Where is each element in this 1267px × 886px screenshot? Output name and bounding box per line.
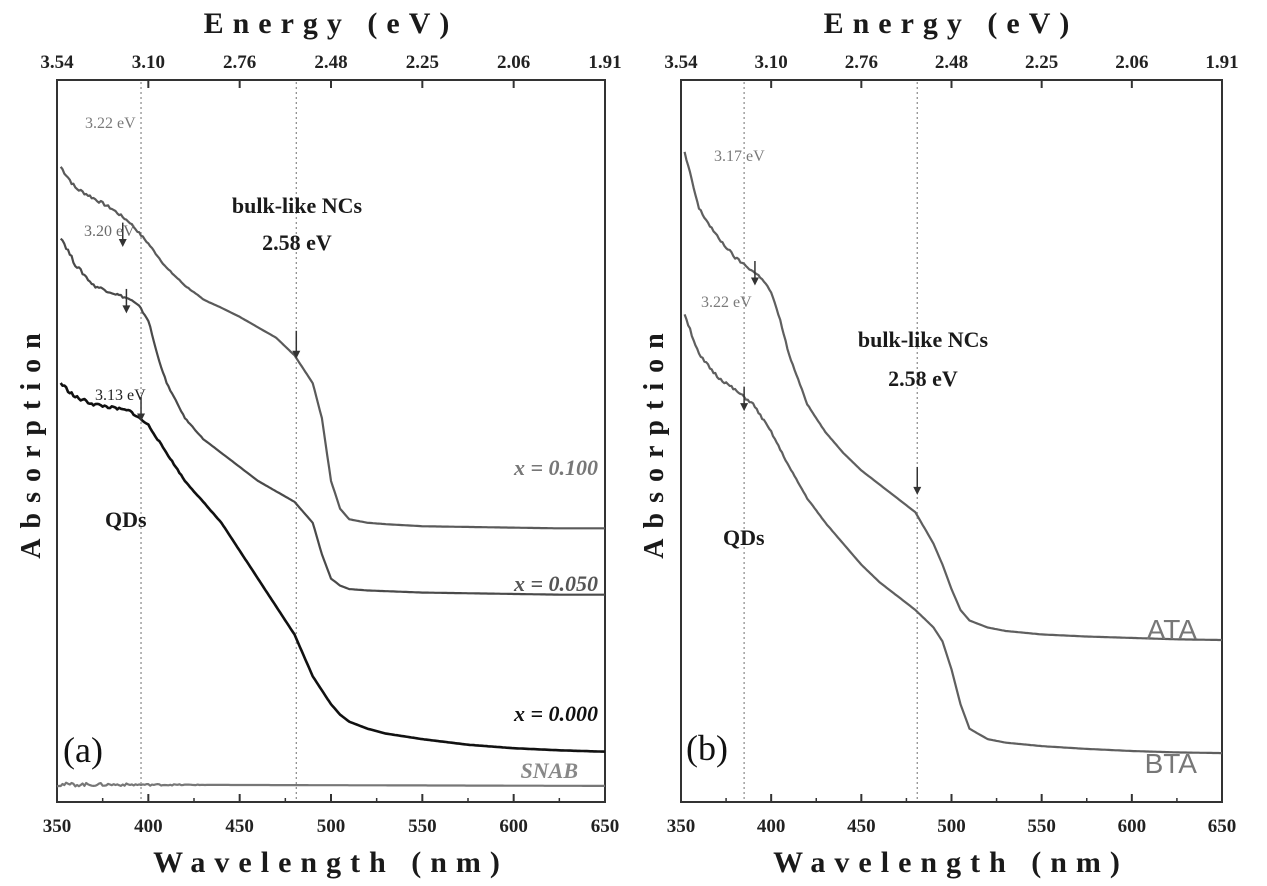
x-tick-label: 350 [667,816,696,837]
x2-tick-label: 2.76 [845,52,878,73]
panel-a-ann-bulk: bulk-like NCs [232,193,363,218]
panel-a-ann-320: 3.20 eV [84,223,135,240]
series-label-bta: BTA [1145,748,1198,779]
series-line-ata [683,151,1222,642]
x-tick-label: 550 [1027,816,1056,837]
panel-a-tag: (a) [63,730,103,770]
x2-tick-label: 2.06 [497,52,530,73]
x-tick-label: 600 [499,816,528,837]
panel-b-ann-qds: QDs [723,525,765,550]
panel-b: 350 400 450 500 550 600 650 3.54 3.10 2.76 2.48 2.2… [639,7,1239,879]
x-tick-label: 450 [225,816,254,837]
panel-b-ann-322: 3.22 eV [701,294,752,311]
panel-b-ann-bulk-ev: 2.58 eV [888,366,958,391]
panel-a-ann-313: 3.13 eV [95,387,146,404]
series-line-snab [56,781,605,788]
panel-b-y-axis-title: Absorption [639,323,670,558]
panel-b-bottom-axis-title: Wavelength (nm) [773,846,1129,879]
panel-b-top-axis-title: Energy (eV) [824,7,1079,40]
panel-a: 350 400 450 500 550 600 650 3.54 3.10 2.76 2.48 2.2… [16,7,622,879]
x2-tick-label: 3.10 [755,52,788,73]
x-tick-label: 650 [1208,816,1237,837]
panel-a-top-axis-title: Energy (eV) [204,7,459,40]
marker-arrowhead [740,403,749,412]
marker-arrowhead [292,350,301,359]
x2-tick-label: 2.06 [1115,52,1148,73]
x2-tick-label: 2.25 [406,52,439,73]
series-line-bta [683,314,1222,755]
series-label-x0000: x = 0.000 [513,701,598,726]
series-line-x-0-050 [59,237,605,596]
panel-a-ann-bulk-ev: 2.58 eV [262,230,332,255]
panel-a-bottom-axis-title: Wavelength (nm) [153,846,509,879]
x-tick-label: 600 [1118,816,1147,837]
panel-a-ann-322: 3.22 eV [85,115,136,132]
x-tick-label: 450 [847,816,876,837]
series-line-x-0-100 [59,166,605,530]
series-line-x-0-000 [59,382,606,753]
marker-arrowhead [118,239,127,248]
marker-arrowhead [750,277,759,286]
x2-tick-label: 3.10 [132,52,165,73]
series-label-x0100: x = 0.100 [513,455,598,480]
series-label-ata: ATA [1147,614,1198,645]
x2-tick-label: 3.54 [664,52,698,73]
panel-b-ann-317: 3.17 eV [714,148,765,165]
panel-b-frame [680,79,1223,803]
x2-tick-label: 1.91 [588,52,621,73]
panel-b-tag: (b) [686,728,728,768]
x-tick-label: 350 [43,816,72,837]
marker-arrowhead [913,486,922,495]
marker-arrowhead [137,413,146,422]
panel-b-ann-bulk: bulk-like NCs [858,327,989,352]
x2-tick-label: 2.48 [935,52,968,73]
x-tick-label: 500 [317,816,346,837]
x-tick-label: 400 [134,816,163,837]
series-label-snab: SNAB [521,758,578,783]
x-tick-label: 650 [591,816,620,837]
x2-tick-label: 2.76 [223,52,256,73]
marker-arrowhead [122,305,131,314]
x2-tick-label: 3.54 [40,52,74,73]
x2-tick-label: 2.25 [1025,52,1058,73]
panel-a-frame [56,79,606,803]
x2-tick-label: 2.48 [314,52,347,73]
x-tick-label: 550 [408,816,437,837]
x-tick-label: 400 [757,816,786,837]
panel-a-ann-qds: QDs [105,507,147,532]
x2-tick-label: 1.91 [1205,52,1238,73]
panel-a-y-axis-title: Absorption [16,323,47,558]
series-label-x0050: x = 0.050 [513,571,598,596]
x-tick-label: 500 [937,816,966,837]
